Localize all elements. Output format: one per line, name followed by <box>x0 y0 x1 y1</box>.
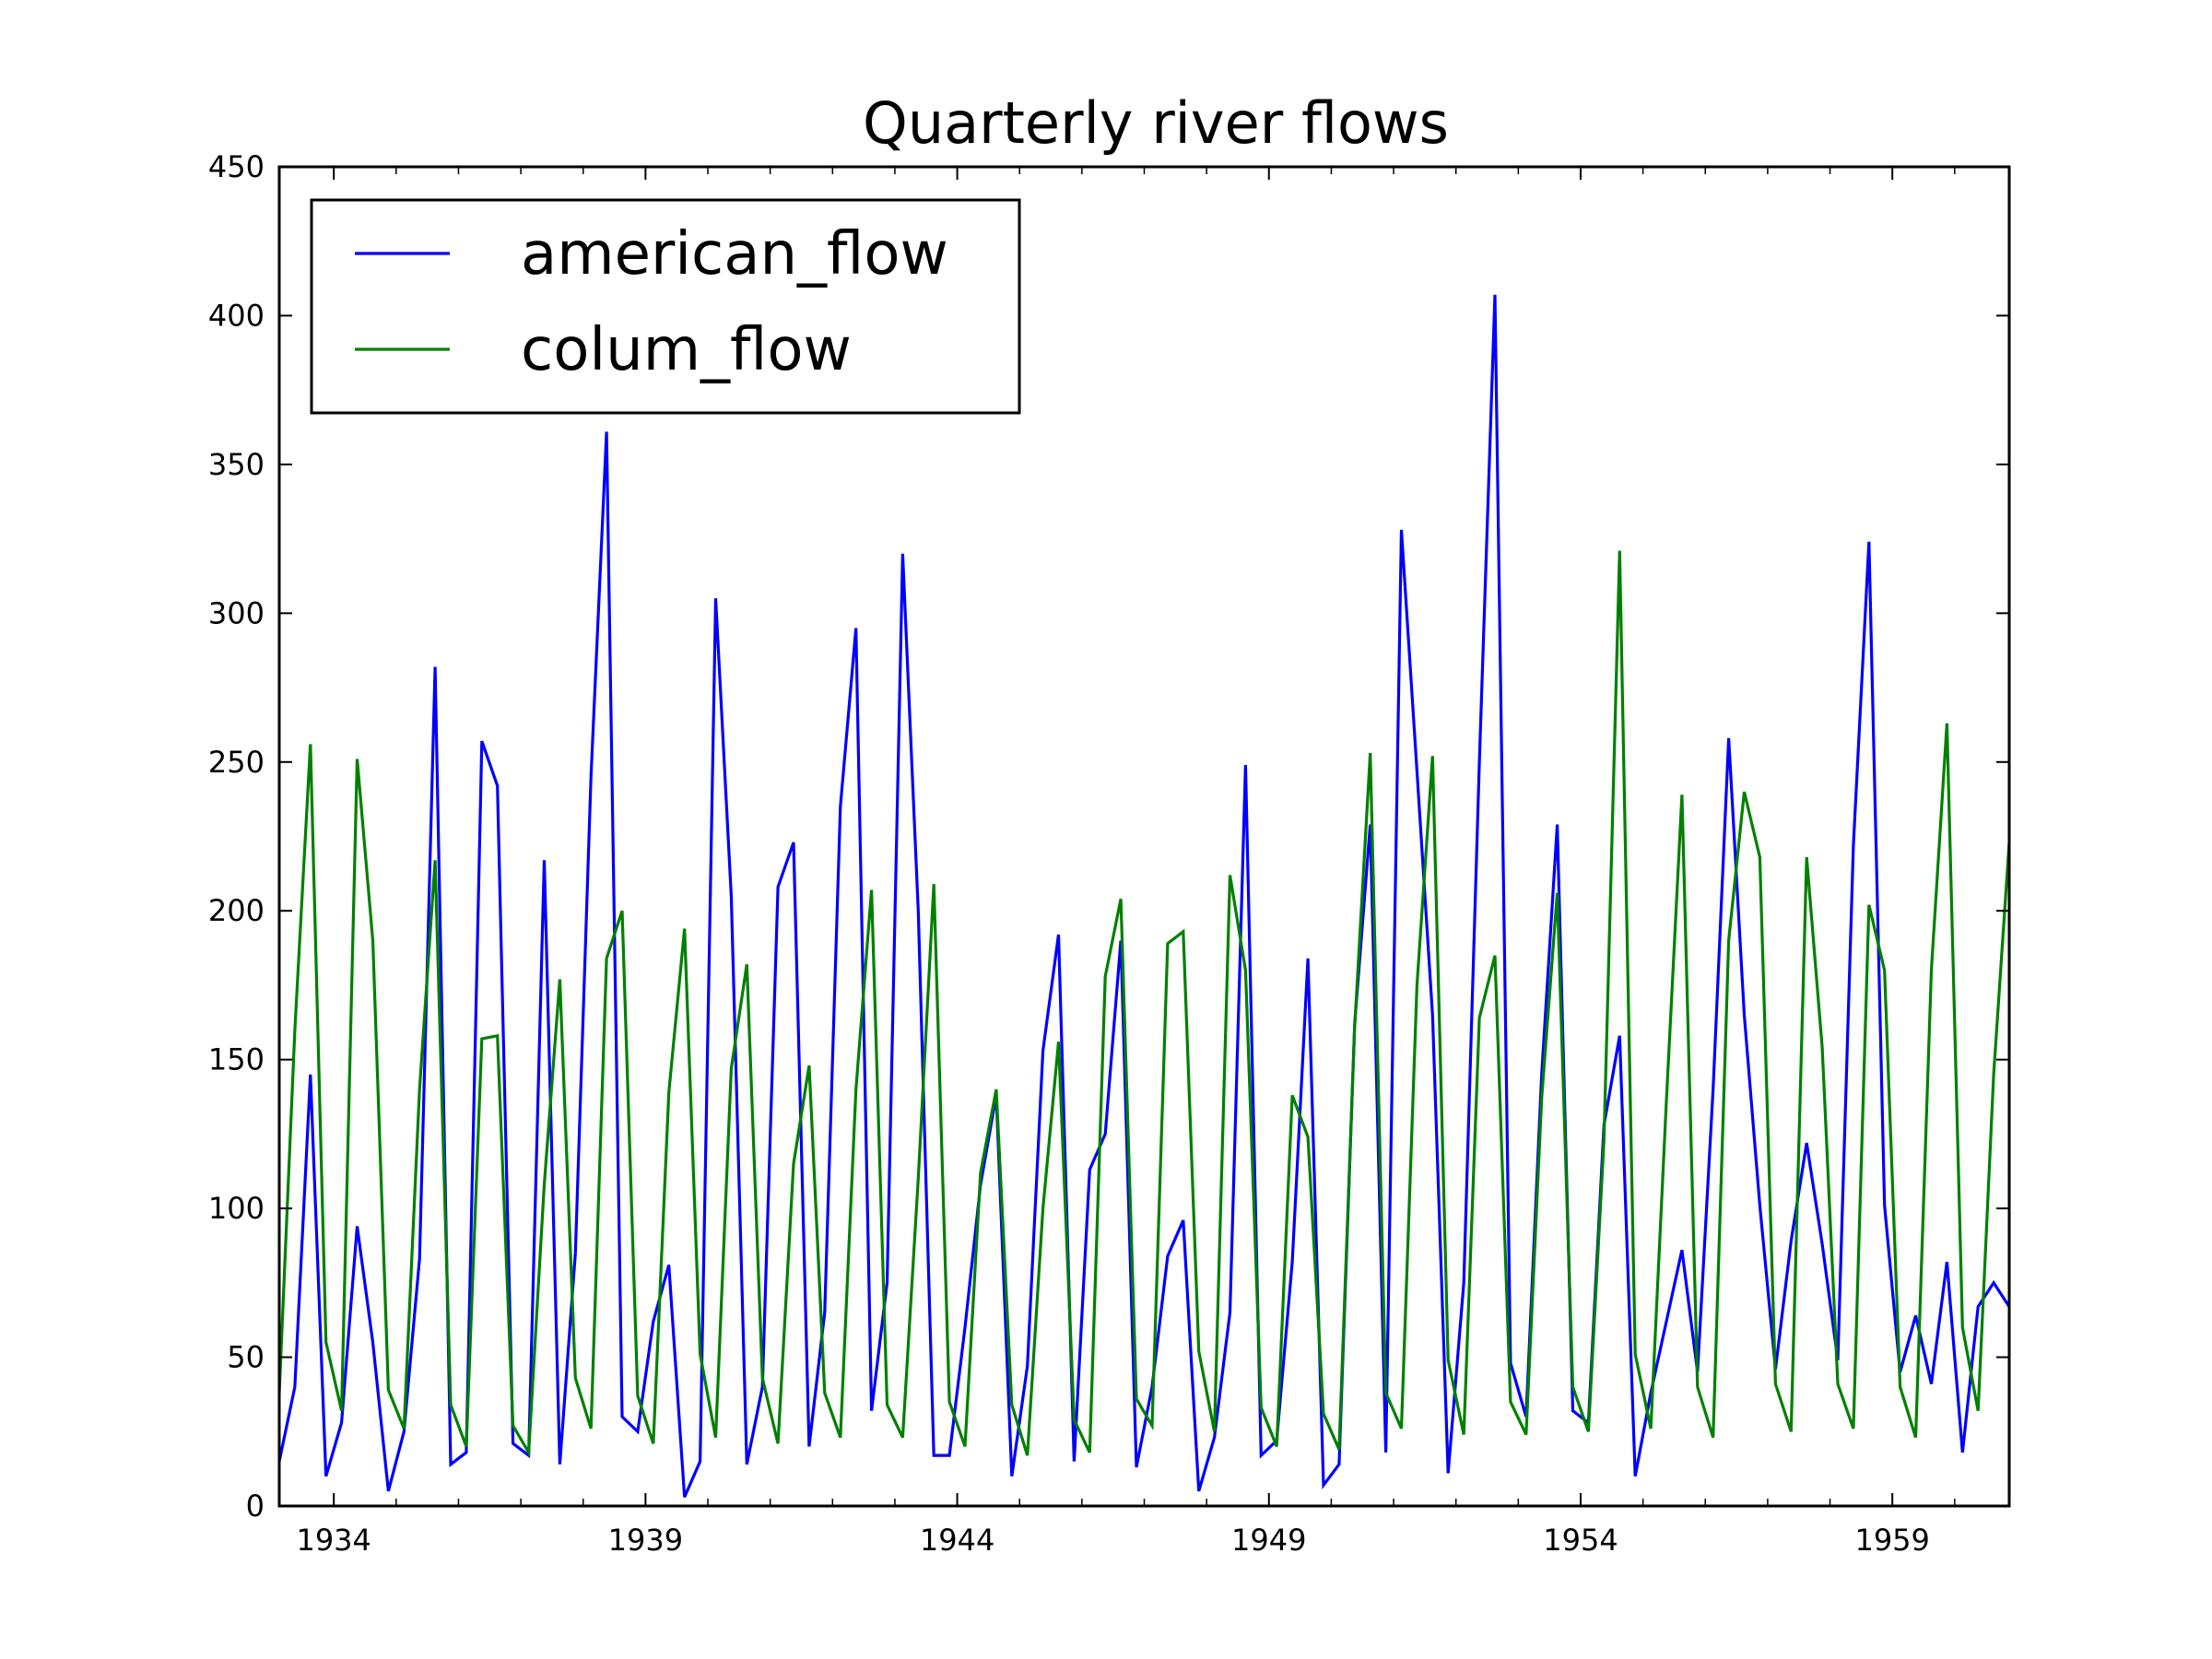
legend: american_flow colum_flow <box>310 198 1021 415</box>
x-tick-label: 1959 <box>1854 1523 1929 1558</box>
y-tick-label: 200 <box>208 893 265 928</box>
x-tick-label: 1944 <box>920 1523 994 1558</box>
y-tick-label: 250 <box>208 745 265 780</box>
x-tick-label: 1939 <box>608 1523 683 1558</box>
y-tick-label: 400 <box>208 298 265 333</box>
x-tick-label: 1954 <box>1543 1523 1618 1558</box>
y-tick-label: 100 <box>208 1191 265 1226</box>
y-tick-label: 350 <box>208 447 265 482</box>
y-tick-label: 50 <box>227 1340 265 1375</box>
series-layer <box>279 294 2009 1498</box>
legend-label: american_flow <box>521 220 948 288</box>
x-tick-label: 1949 <box>1231 1523 1306 1558</box>
y-tick-label: 450 <box>208 149 265 184</box>
chart-title: Quarterly river flows <box>863 89 1449 157</box>
legend-box <box>310 198 1021 415</box>
series-line-american-flow <box>279 294 2009 1498</box>
series-line-colum-flow <box>279 550 2009 1458</box>
legend-label: colum_flow <box>521 316 852 384</box>
x-tick-label: 1934 <box>296 1523 371 1558</box>
y-tick-label: 0 <box>246 1488 265 1524</box>
y-tick-label: 300 <box>208 595 265 630</box>
axis-ticks: 1934 1939 1944 1949 1954 1959 0 50 100 150 200 250 3… <box>208 149 2009 1558</box>
y-tick-label: 150 <box>208 1042 265 1077</box>
